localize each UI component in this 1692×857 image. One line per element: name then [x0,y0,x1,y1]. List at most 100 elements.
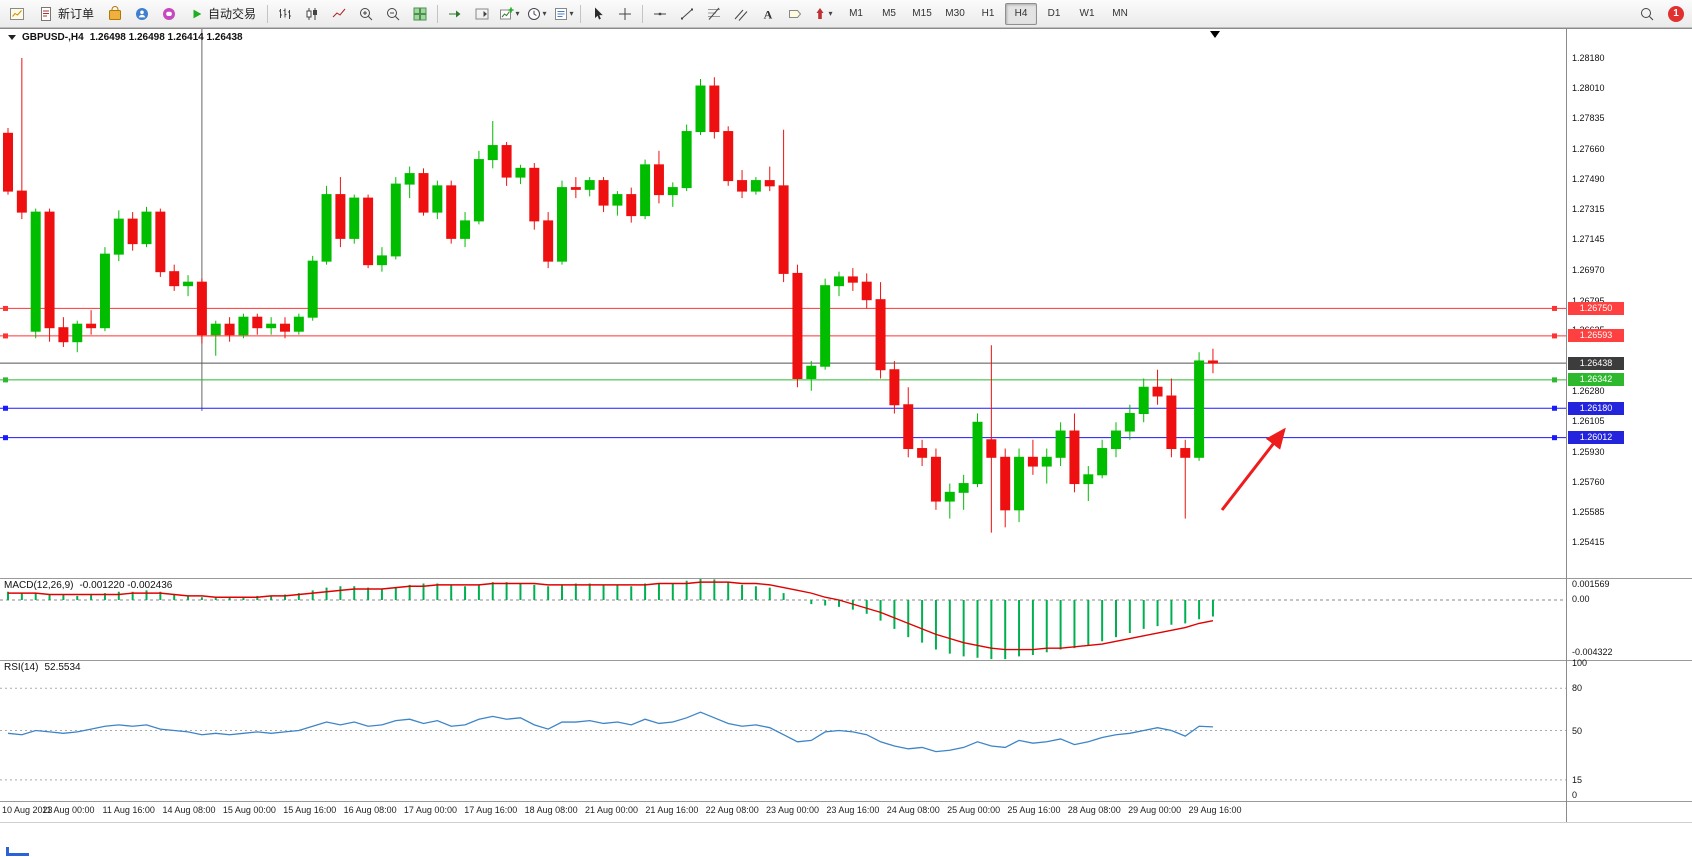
label-tool-icon [789,9,802,18]
price-axis-label: 1.26970 [1572,264,1605,275]
chart-area[interactable]: GBPUSD-,H4 1.26498 1.26498 1.26414 1.264… [0,28,1692,823]
arrow-annotation[interactable] [1220,427,1286,511]
crosshair-icon [619,7,632,20]
chart-shift-marker[interactable] [1210,31,1220,38]
chart-shift-button[interactable] [469,2,495,26]
toolbar-separator [580,4,582,23]
time-axis-label: 21 Aug 16:00 [645,805,699,815]
line-handle [3,333,8,339]
candle-body [58,327,69,343]
text-tool-button[interactable]: A [755,2,781,26]
timeframe-button-w1[interactable]: W1 [1079,8,1095,19]
candle-body [169,271,180,287]
candle-body [834,276,844,287]
candle-body [404,173,415,185]
market-icon [109,5,122,20]
zoom-in-button[interactable] [353,2,379,26]
pane-separator[interactable] [0,660,1692,661]
bar-chart-icon [279,8,292,19]
timeframe-button-m1[interactable]: M1 [849,8,863,19]
period-button[interactable] [523,2,549,26]
label-tool-button[interactable] [782,2,808,26]
symbol-period-label: GBPUSD-,H4 [22,32,84,43]
chart-window-button[interactable] [4,2,30,26]
toolbar-separator [267,4,269,23]
candle-body [349,197,360,239]
candle-body [473,159,484,222]
timeframe-button-m15[interactable]: M15 [912,8,932,19]
new-order-button[interactable]: 新订单 [31,2,101,26]
notification-badge[interactable]: 1 [1668,5,1684,22]
candle-body [252,316,263,329]
candle-body [543,220,554,262]
candle-body [1055,430,1066,458]
timeframe-button-h4[interactable]: H4 [1005,2,1038,25]
rsi-pane-canvas[interactable] [0,660,1566,801]
candle-body [972,421,983,485]
tile-windows-button[interactable] [407,2,433,26]
timeframe-button-mn[interactable]: MN [1112,8,1128,19]
price-axis-label: 1.27315 [1572,204,1605,215]
status-glyph [6,847,29,856]
status-strip [0,822,1692,857]
ohlc-quote-label: 1.26498 1.26498 1.26414 1.26438 [89,32,243,43]
new-order-icon [41,6,51,21]
cursor-button[interactable] [585,2,611,26]
candle-body [363,197,374,266]
pane-separator[interactable] [0,578,1692,579]
time-axis[interactable]: 10 Aug 2023 11 Aug 00:00 11 Aug 16:00 14 Au… [0,801,1692,823]
candle-body [958,483,969,493]
rsi-name: RSI(14) [4,662,39,673]
timeframe-button-m30[interactable]: M30 [945,8,965,19]
timeframe-button-d1[interactable]: D1 [1047,8,1061,19]
line-handle [3,305,8,311]
template-button[interactable] [550,2,576,26]
price-tag: 1.26012 [1568,431,1624,445]
crosshair-button[interactable] [612,2,638,26]
candle-body [889,369,900,406]
timeframe-button-m5[interactable]: M5 [882,8,896,19]
fibonacci-icon [708,7,721,20]
time-axis-label: 15 Aug 00:00 [222,805,276,815]
zoom-out-button[interactable] [380,2,406,26]
price-tag: 1.26593 [1568,329,1624,343]
candle-body [986,439,997,458]
time-axis-label: 11 Aug 16:00 [102,805,155,815]
arrows-tool-button[interactable] [809,2,835,26]
candle-body [930,456,941,502]
chart-title: GBPUSD-,H4 1.26498 1.26498 1.26414 1.264… [8,32,243,43]
macd-pane-canvas[interactable] [0,577,1566,660]
candle-body [584,180,595,190]
candle-body [612,194,623,206]
chart-menu-icon[interactable] [8,35,16,40]
candle-body [376,255,387,266]
line-handle [1552,377,1557,383]
support-button[interactable] [156,2,182,26]
bar-chart-button[interactable] [272,2,298,26]
timeframe-button-h1[interactable]: H1 [981,8,995,19]
auto-trading-button[interactable]: 自动交易 [183,2,263,26]
candlestick-chart-canvas[interactable] [0,29,1566,578]
channel-tool-button[interactable] [728,2,754,26]
candle-body [1152,386,1163,397]
search-button[interactable] [1634,2,1660,26]
auto-scroll-button[interactable] [442,2,468,26]
rsi-axis-15: 15 [1572,775,1583,785]
candlestick-chart-button[interactable] [299,2,325,26]
horizontal-line-tool-button[interactable] [647,2,673,26]
trendline-tool-button[interactable] [674,2,700,26]
candle-body [30,211,41,332]
play-icon [193,9,202,18]
price-axis[interactable]: 0.001569 0.00 -0.004322 100 80 50 15 0 1… [1566,29,1692,823]
macd-indicator-label: MACD(12,26,9) -0.001220 -0.002436 [4,580,172,591]
fibonacci-tool-button[interactable] [701,2,727,26]
candle-body [806,365,817,379]
new-chart-button[interactable] [496,2,522,26]
toolbar-right: 1 [1634,2,1688,26]
market-button[interactable] [102,2,128,26]
candle-body [861,281,872,301]
price-tag: 1.26342 [1568,373,1624,387]
community-button[interactable] [129,2,155,26]
macd-axis-max: 0.001569 [1572,579,1610,589]
line-chart-button[interactable] [326,2,352,26]
